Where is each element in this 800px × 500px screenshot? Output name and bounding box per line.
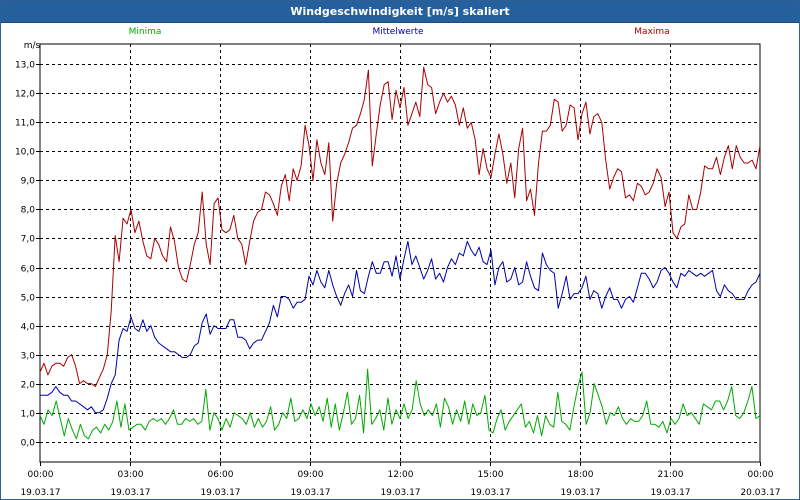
- x-tick-date-label: 19.03.17: [290, 488, 330, 498]
- series-line-mittelwerte: [40, 240, 761, 414]
- y-tick-label: 10,0: [15, 148, 35, 158]
- x-tick-time-label: 21:00: [658, 470, 684, 480]
- x-tick-time-label: 18:00: [568, 470, 594, 480]
- legend-maxima: Maxima: [634, 27, 669, 37]
- x-tick-time-label: 09:00: [298, 470, 324, 480]
- x-tick-date-label: 19.03.17: [470, 488, 510, 498]
- x-tick-date-label: 20.03.17: [740, 488, 780, 498]
- y-tick-label: 0,0: [21, 439, 36, 449]
- y-tick-label: 1,0: [21, 410, 36, 420]
- y-tick-label: 7,0: [21, 235, 36, 245]
- series-line-maxima: [39, 66, 761, 387]
- y-tick-label: 5,0: [21, 294, 36, 304]
- x-tick-date-label: 19.03.17: [20, 488, 60, 498]
- y-tick-label: 9,0: [21, 177, 36, 187]
- x-tick-time-label: 12:00: [388, 470, 414, 480]
- legend: Minima Mittelwerte Maxima: [129, 27, 670, 37]
- series-line-minima: [39, 368, 761, 440]
- y-axis: m/s 0,0 1,0 2,0 3,0 4,0 5,0 6,0 7,0 8,0 9,0 10,0 11…: [15, 41, 41, 449]
- y-tick-label: 2,0: [21, 381, 36, 391]
- y-tick-label: 3,0: [21, 352, 36, 362]
- legend-mittelwerte: Mittelwerte: [372, 27, 423, 37]
- x-tick-date-label: 19.03.17: [560, 488, 600, 498]
- x-tick-date-label: 19.03.17: [110, 488, 150, 498]
- x-tick-date-label: 19.03.17: [200, 488, 240, 498]
- y-tick-label: 4,0: [21, 323, 36, 333]
- legend-minima: Minima: [129, 27, 162, 37]
- x-tick-time-label: 00:00: [28, 470, 54, 480]
- series-lines: [39, 66, 761, 440]
- x-tick-time-label: 15:00: [478, 470, 504, 480]
- gridlines: [40, 44, 760, 462]
- y-tick-label: 11,0: [15, 119, 35, 129]
- x-tick-date-label: 19.03.17: [380, 488, 420, 498]
- x-tick-date-label: 19.03.17: [650, 488, 690, 498]
- y-tick-label: 8,0: [21, 206, 36, 216]
- title-bar: Windgeschwindigkeit [m/s] skaliert: [1, 1, 799, 23]
- window-title: Windgeschwindigkeit [m/s] skaliert: [290, 5, 510, 18]
- x-tick-time-label: 00:00: [748, 470, 774, 480]
- x-tick-time-label: 06:00: [208, 470, 234, 480]
- x-axis: 00:00 19.03.17 03:00 19.03.17 06:00 19.03.17 0…: [20, 462, 781, 498]
- y-tick-label: 13,0: [15, 61, 35, 71]
- y-axis-unit-label: m/s: [24, 41, 41, 51]
- y-tick-label: 12,0: [15, 90, 35, 100]
- y-tick-label: 6,0: [21, 265, 36, 275]
- x-tick-time-label: 03:00: [118, 470, 144, 480]
